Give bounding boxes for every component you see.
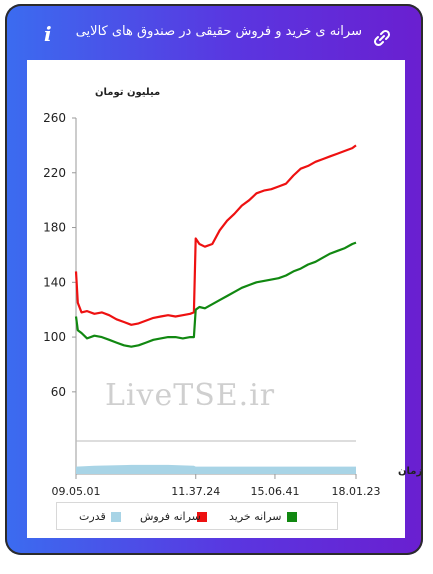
- y-tick-label: 220: [43, 166, 66, 180]
- legend-swatch-power: [111, 512, 121, 522]
- chart-title: سرانه ی خرید و فروش حقیقی در صندوق های ک…: [75, 24, 362, 39]
- y-tick-label: 140: [43, 275, 66, 289]
- power-area: [76, 464, 356, 474]
- y-tick-label: 260: [43, 111, 66, 125]
- legend-swatch-sell: [197, 512, 207, 522]
- y-tick-label: 60: [51, 385, 66, 399]
- legend-label-power[interactable]: قدرت: [79, 510, 106, 523]
- legend-label-buy[interactable]: سرانه خرید: [229, 510, 282, 523]
- series-line-buy: [74, 241, 357, 348]
- legend-swatch-buy: [287, 512, 297, 522]
- x-tick-label: 15.06.41: [250, 485, 299, 498]
- legend-label-sell[interactable]: سرانه فروش: [140, 510, 201, 523]
- info-icon[interactable]: i: [44, 22, 52, 46]
- chart-legend: سرانه خرید سرانه فروش قدرت: [56, 502, 338, 530]
- y-axis-label: میلیون تومان: [95, 87, 160, 98]
- x-tick-label: 18.01.23: [332, 485, 381, 498]
- series-line-sell: [74, 144, 357, 326]
- chart-panel: [27, 60, 405, 538]
- watermark: LiveTSE.ir: [105, 378, 276, 413]
- link-icon[interactable]: [372, 28, 392, 48]
- y-tick-label: 100: [43, 330, 66, 344]
- x-tick-label: 09.05.01: [52, 485, 101, 498]
- x-axis-label: زمان: [398, 466, 422, 477]
- y-tick-label: 180: [43, 221, 66, 235]
- x-tick-label: 11.37.24: [171, 485, 220, 498]
